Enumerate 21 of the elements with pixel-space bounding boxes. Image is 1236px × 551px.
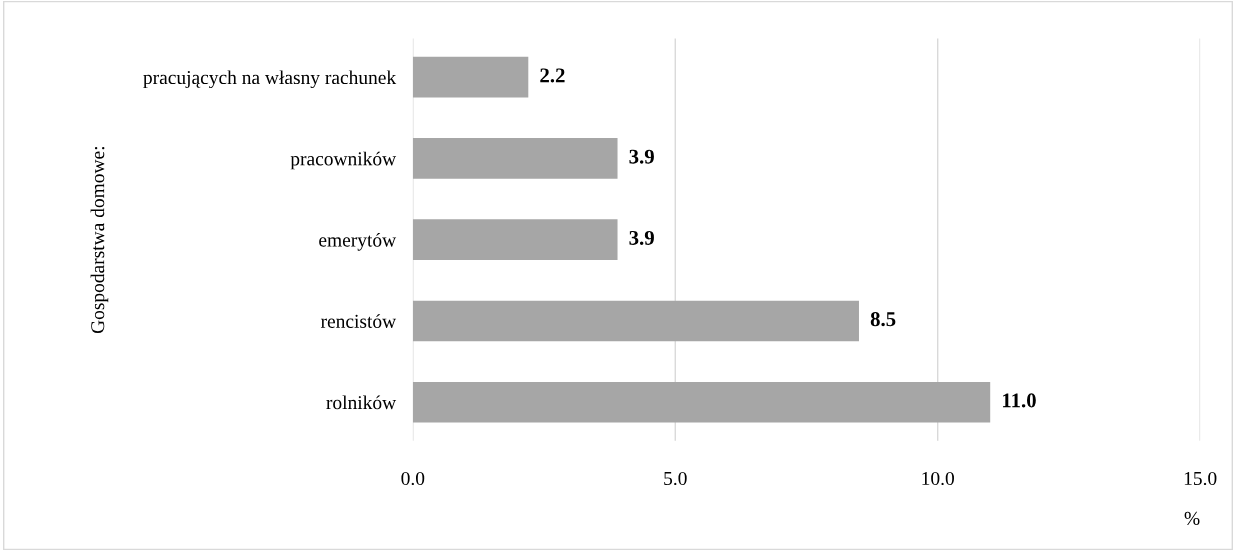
bar [412,219,618,260]
data-label: 3.9 [629,149,654,164]
data-label: 2.2 [540,68,565,83]
data-label: 8.5 [870,312,896,327]
y-axis-title: Gospodarstwa domowe: [90,147,109,334]
y-tick-label: rencistów [320,314,397,328]
y-tick-label: pracowników [290,151,397,170]
x-tick-label: 5.0 [664,471,687,486]
x-axis-title: % [1184,511,1200,525]
data-label: 3.9 [629,230,654,245]
y-tick-label: emerytów [319,232,397,251]
data-label: 11.0 [1002,393,1036,408]
y-tick-label: rolników [326,395,397,410]
bar [412,56,529,98]
x-tick-label: 0.0 [401,471,425,486]
bar [412,381,991,423]
bar [412,138,618,179]
y-tick-label: pracujących na własny rachunek [143,70,397,89]
x-tick-label: 15.0 [1184,471,1217,486]
bar [412,300,859,342]
x-tick-label: 10.0 [922,471,954,486]
